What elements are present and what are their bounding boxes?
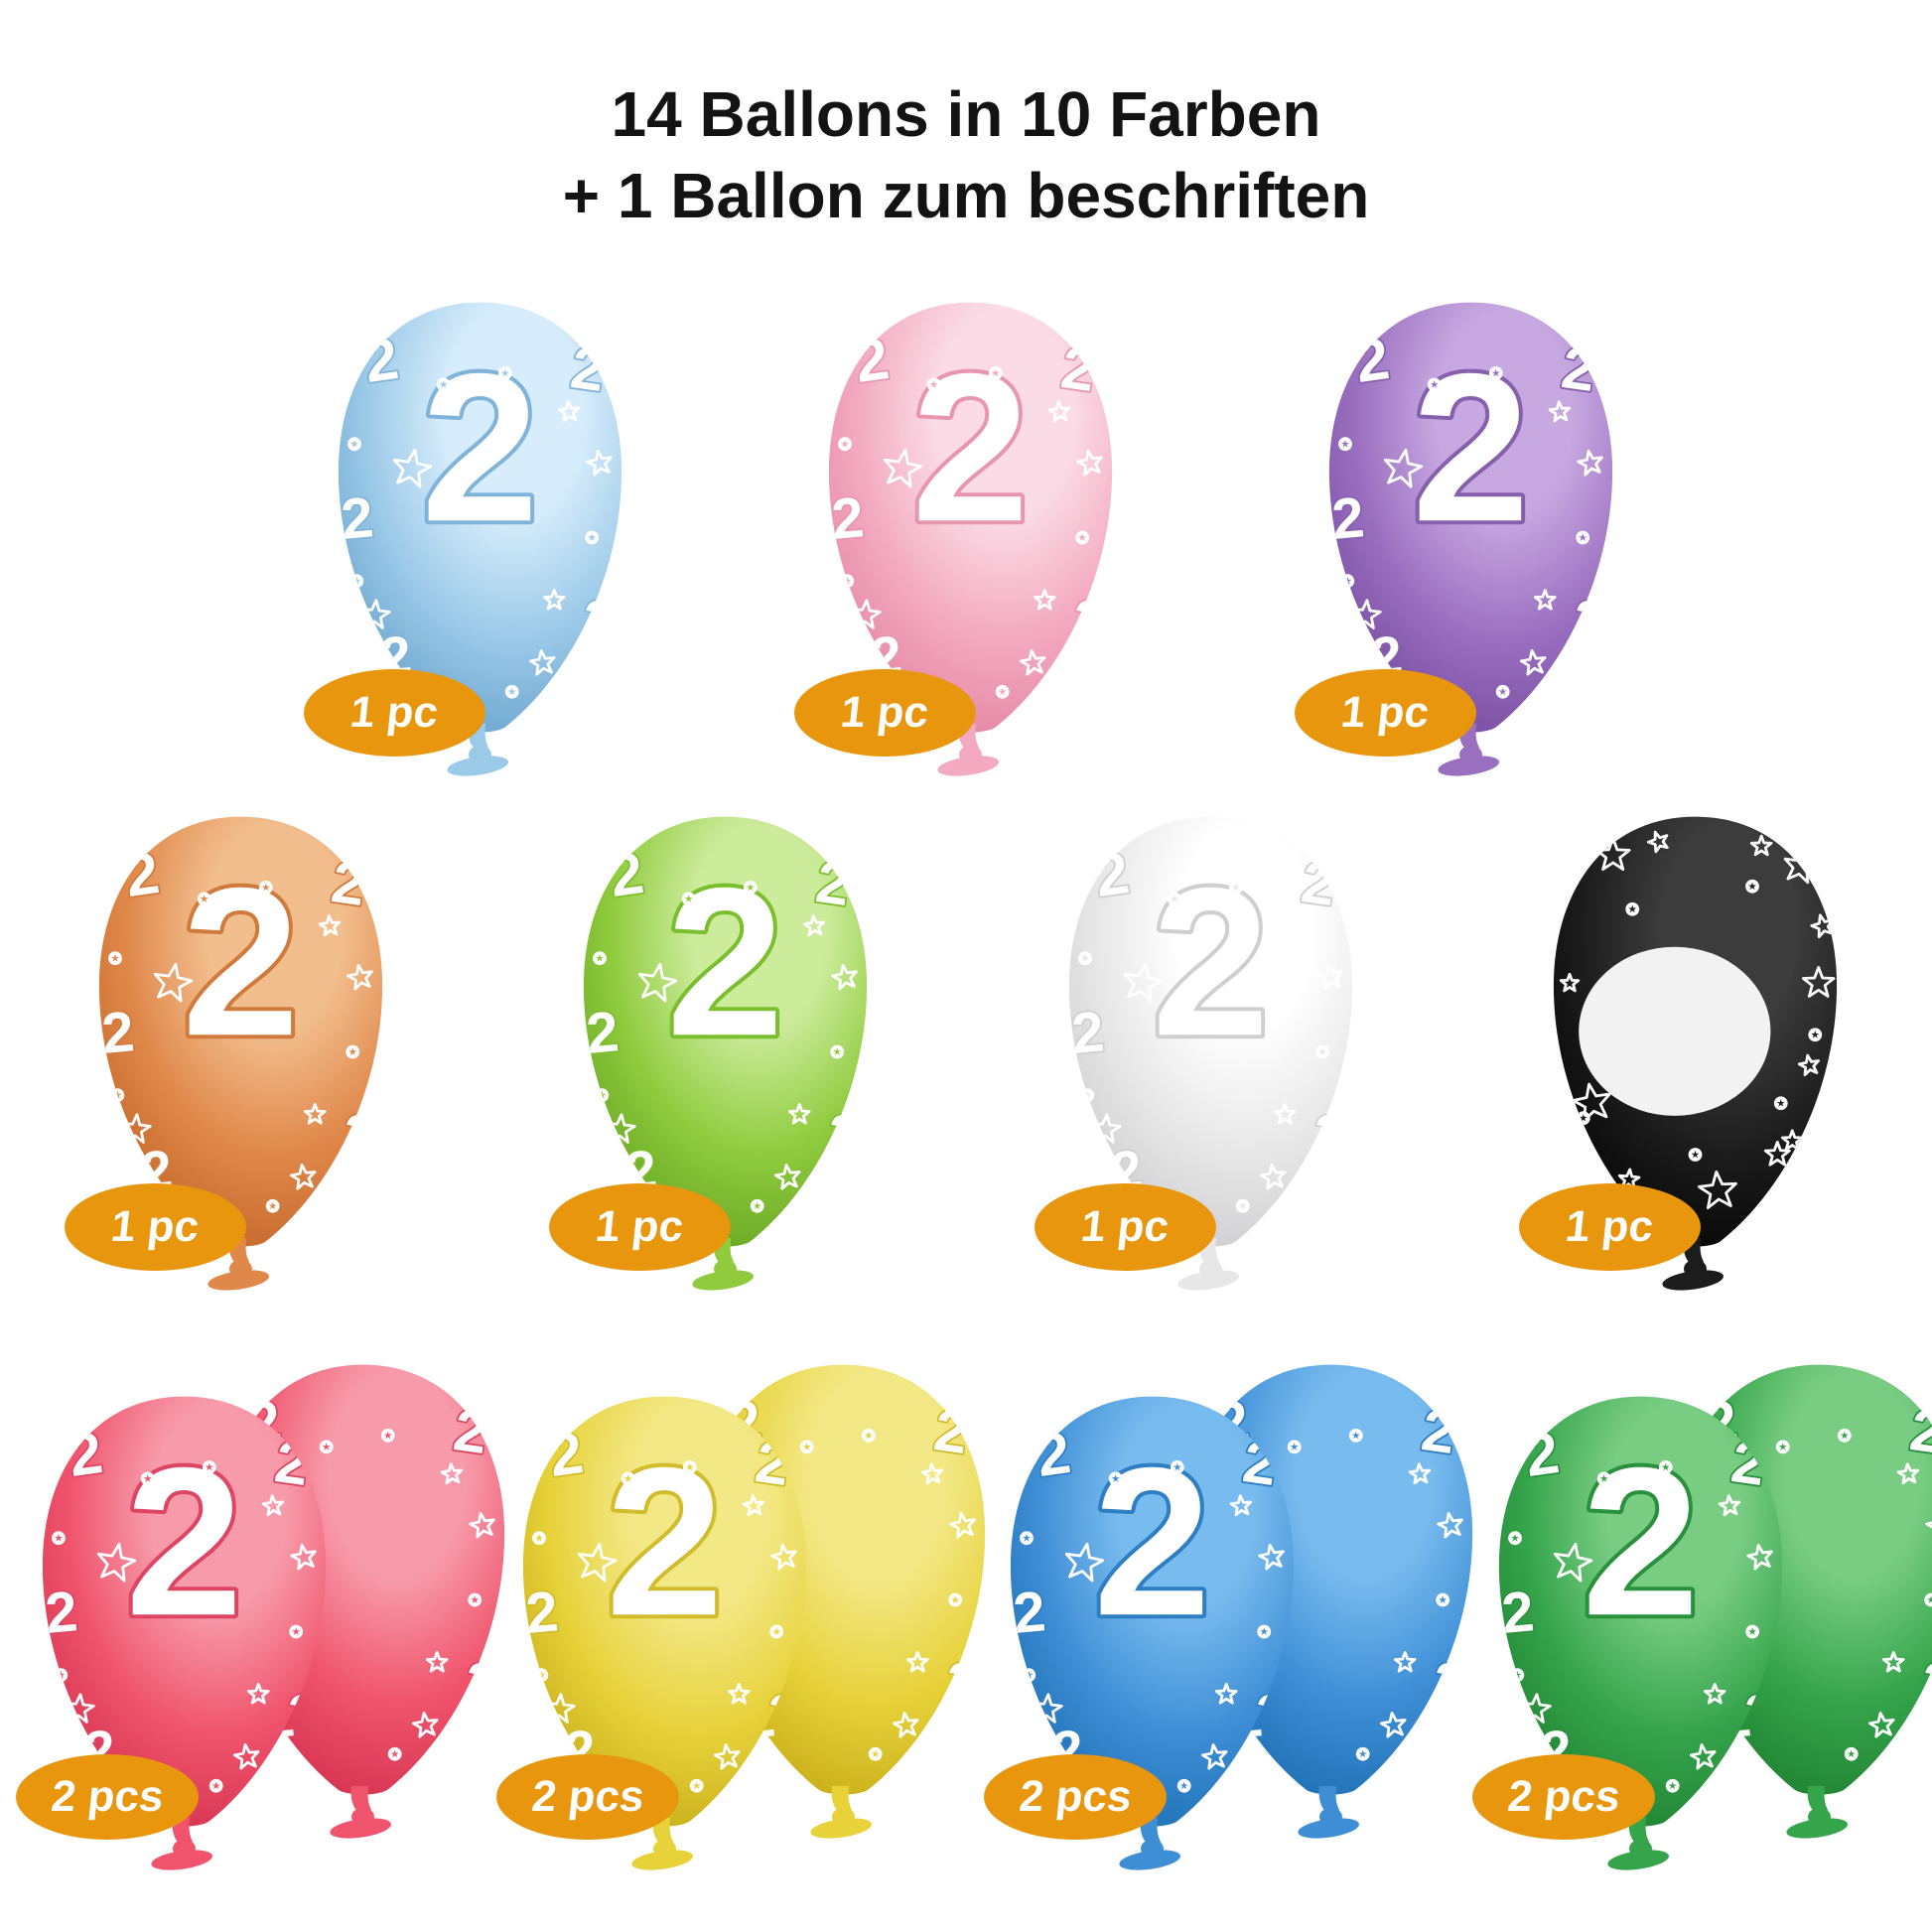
svg-text:2: 2 xyxy=(606,1424,723,1660)
svg-text:2: 2 xyxy=(1069,589,1107,655)
svg-text:2: 2 xyxy=(1582,1424,1699,1660)
svg-text:2: 2 xyxy=(125,1424,242,1660)
svg-text:2: 2 xyxy=(1069,1000,1106,1066)
svg-text:2: 2 xyxy=(182,844,299,1080)
svg-text:2: 2 xyxy=(1431,1651,1468,1718)
svg-text:2: 2 xyxy=(943,1651,981,1718)
svg-text:2: 2 xyxy=(43,1580,79,1646)
svg-text:2: 2 xyxy=(1499,1580,1536,1646)
svg-text:2: 2 xyxy=(584,1000,621,1066)
svg-text:2: 2 xyxy=(1740,1683,1778,1749)
svg-text:2: 2 xyxy=(1252,1683,1290,1749)
svg-text:2: 2 xyxy=(284,1683,322,1749)
svg-text:2: 2 xyxy=(764,1683,802,1749)
svg-text:2: 2 xyxy=(99,1000,136,1066)
svg-text:2: 2 xyxy=(666,844,783,1080)
svg-text:2: 2 xyxy=(829,485,866,552)
svg-text:2: 2 xyxy=(579,589,617,655)
svg-text:2: 2 xyxy=(1310,1103,1347,1170)
svg-text:2: 2 xyxy=(824,1103,862,1170)
svg-text:2: 2 xyxy=(340,1103,377,1170)
svg-text:2: 2 xyxy=(1093,1424,1210,1660)
svg-text:2: 2 xyxy=(1152,844,1269,1080)
svg-text:2: 2 xyxy=(421,330,538,566)
svg-text:2: 2 xyxy=(1329,485,1366,552)
svg-text:2: 2 xyxy=(339,485,375,552)
svg-text:2: 2 xyxy=(1011,1580,1047,1646)
svg-text:2: 2 xyxy=(523,1580,560,1646)
svg-text:2: 2 xyxy=(1412,330,1529,566)
svg-text:2: 2 xyxy=(911,330,1029,566)
svg-text:2: 2 xyxy=(1570,589,1607,655)
